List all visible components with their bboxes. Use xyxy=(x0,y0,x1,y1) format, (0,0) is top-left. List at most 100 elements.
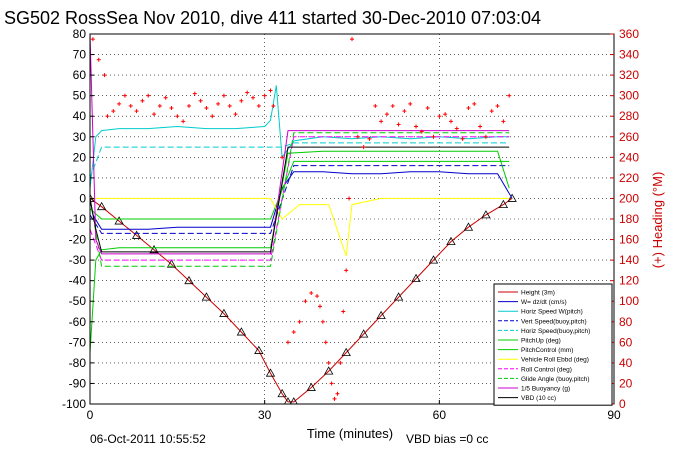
series-12-point xyxy=(175,114,180,119)
legend-label: Vert Speed(buoy,pitch) xyxy=(521,318,587,325)
series-12-point xyxy=(408,101,413,106)
series-12-point xyxy=(315,294,320,299)
footer-vbd-bias: VBD bias =0 cc xyxy=(406,432,488,446)
series-4-line xyxy=(90,142,510,179)
series-12-point xyxy=(134,109,139,114)
series-12-point xyxy=(483,134,488,139)
left-tick-label: -40 xyxy=(69,274,87,288)
series-12-point xyxy=(291,330,296,335)
chart-title: SG502 RossSea Nov 2010, dive 411 started… xyxy=(4,8,541,28)
right-tick-label: 120 xyxy=(619,274,639,288)
series-12-point xyxy=(262,93,267,98)
series-12-point xyxy=(367,136,372,141)
right-tick-label: 280 xyxy=(619,109,639,123)
series-0-marker xyxy=(498,199,509,209)
series-0-marker xyxy=(265,368,276,377)
series-12-point xyxy=(157,103,162,108)
left-tick-label: 70 xyxy=(73,48,87,62)
right-tick-label: 200 xyxy=(619,191,639,205)
right-tick-label: 0 xyxy=(619,397,626,411)
series-12-point xyxy=(478,124,483,129)
series-0-marker xyxy=(284,397,292,404)
series-12-point xyxy=(169,106,174,110)
series-12-point xyxy=(373,103,378,108)
series-0-marker xyxy=(166,259,177,268)
x-axis-label: Time (minutes) xyxy=(307,426,393,441)
series-12-point xyxy=(335,391,340,396)
series-12-point xyxy=(285,340,290,345)
legend-label: VBD (10 cc) xyxy=(521,395,556,402)
series-0-marker xyxy=(306,382,316,391)
series-0-marker xyxy=(114,216,124,225)
left-tick-label: -80 xyxy=(69,356,87,370)
legend-label: PitchControl (mm) xyxy=(521,347,573,354)
series-0-marker xyxy=(463,222,474,231)
series-0-marker xyxy=(481,210,491,219)
series-12-point xyxy=(384,112,389,117)
right-tick-label: 260 xyxy=(619,130,639,144)
left-tick-label: 60 xyxy=(73,68,87,82)
series-12-point xyxy=(216,101,221,106)
series-12-point xyxy=(102,73,107,78)
left-axis-ticks: -100-90-80-70-60-50-40-30-20-10010203040… xyxy=(62,27,94,411)
series-12-point xyxy=(198,98,203,103)
series-0-marker xyxy=(393,292,404,301)
series-12-point xyxy=(460,136,465,141)
series-12-point xyxy=(425,106,430,110)
series-12-point xyxy=(379,119,384,124)
legend-label: Glide Angle (buoy,pitch) xyxy=(521,376,590,383)
series-12-point xyxy=(329,381,334,386)
series-12-point xyxy=(332,396,337,401)
right-tick-label: 360 xyxy=(619,27,639,41)
series-0-marker xyxy=(507,193,517,202)
series-12-point xyxy=(338,360,343,365)
series-11-line xyxy=(90,146,510,253)
legend-label: Horiz Speed W(pitch) xyxy=(521,309,583,316)
series-0-marker xyxy=(324,366,334,375)
series-12-point xyxy=(350,37,354,42)
series-12-point xyxy=(443,112,448,117)
bottom-tick-label: 60 xyxy=(433,408,447,422)
right-tick-label: 80 xyxy=(619,315,633,329)
right-tick-label: 180 xyxy=(619,212,639,226)
series-0-marker xyxy=(411,273,421,283)
series-0-marker xyxy=(236,327,247,336)
series-12-point xyxy=(221,93,226,98)
series-12-point xyxy=(344,268,349,273)
right-tick-label: 100 xyxy=(619,294,639,308)
series-12-point xyxy=(361,145,366,150)
series-12-point xyxy=(117,101,122,106)
series-12-point xyxy=(186,103,191,108)
left-tick-label: -90 xyxy=(69,376,87,390)
series-12-point xyxy=(105,114,110,119)
left-tick-label: -50 xyxy=(69,294,87,308)
bottom-tick-label: 90 xyxy=(607,408,621,422)
right-tick-label: 320 xyxy=(619,68,639,82)
right-tick-label: 240 xyxy=(619,150,639,164)
series-12-point xyxy=(128,103,133,108)
legend-label: PitchUp (deg) xyxy=(521,338,561,345)
series-12-point xyxy=(323,340,328,345)
series-12-point xyxy=(192,91,197,96)
left-tick-label: 80 xyxy=(73,27,87,41)
legend-label: W= dz/dt (cm/s) xyxy=(521,299,567,306)
series-12-point xyxy=(320,319,325,324)
series-10-line xyxy=(90,34,510,255)
series-12-point xyxy=(402,109,407,114)
series-0-marker xyxy=(201,292,212,301)
right-tick-label: 60 xyxy=(619,335,633,349)
right-tick-label: 160 xyxy=(619,233,639,247)
bottom-axis-ticks: 0 30 60 90 xyxy=(87,400,621,422)
series-0-marker xyxy=(277,388,287,398)
series-12-point xyxy=(466,106,471,110)
left-tick-label: 20 xyxy=(73,150,87,164)
series-12-point xyxy=(140,98,145,103)
bottom-tick-label: 30 xyxy=(258,408,272,422)
left-tick-label: 10 xyxy=(73,171,87,185)
legend-label: Roll Control (deg) xyxy=(521,366,572,373)
series-12-point xyxy=(347,196,352,201)
series-12-point xyxy=(163,95,168,100)
series-0-marker xyxy=(254,345,264,354)
left-tick-label: -10 xyxy=(69,212,87,226)
series-12-point xyxy=(239,98,244,103)
